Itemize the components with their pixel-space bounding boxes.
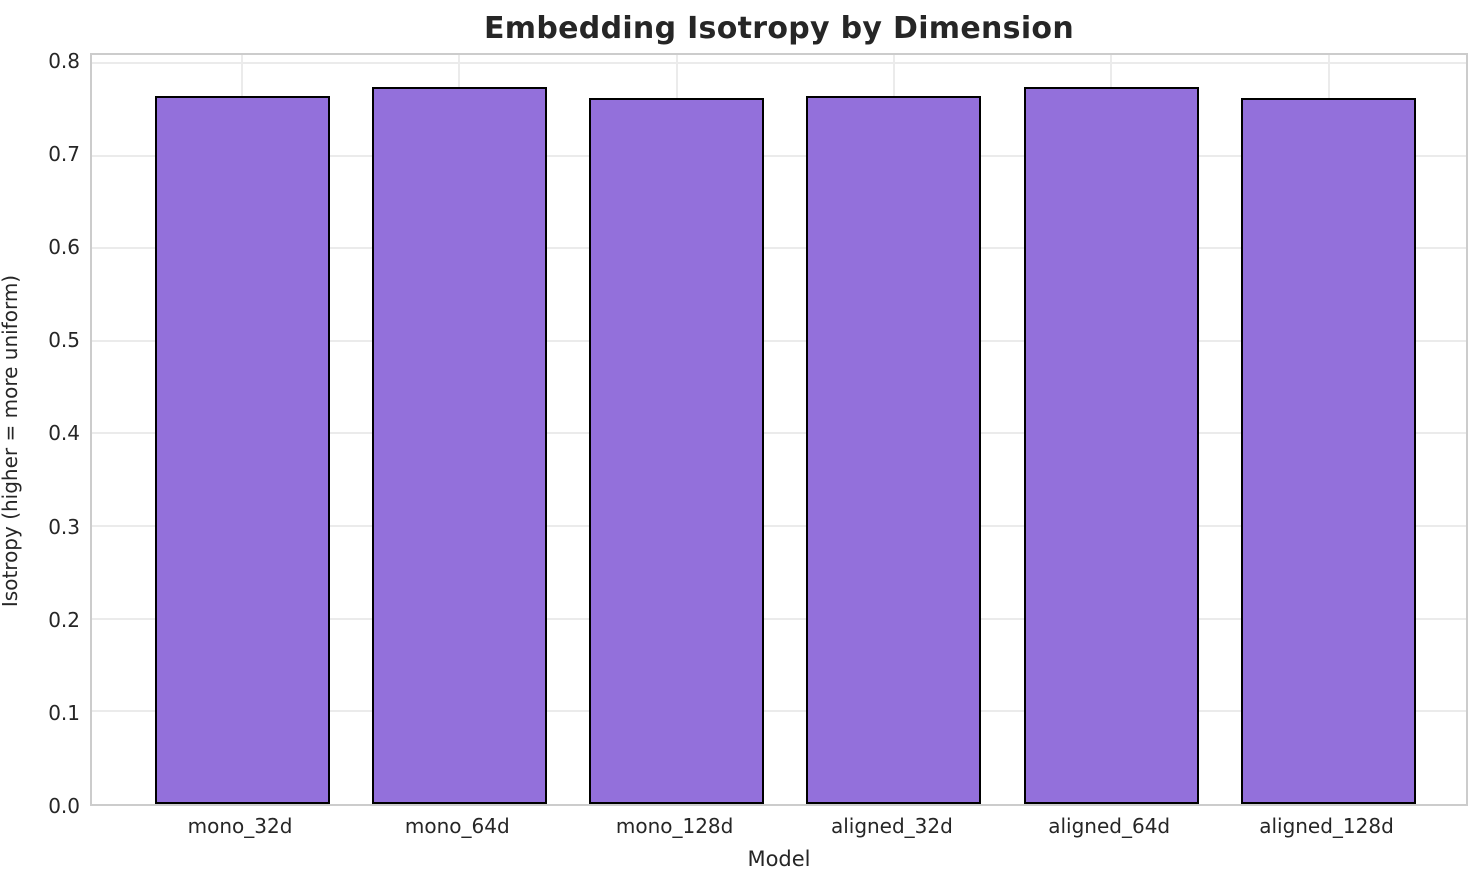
y-tick-label-0.1: 0.1 [48, 700, 80, 725]
gridline-horizontal [92, 525, 1466, 528]
gridline-horizontal [92, 61, 1466, 64]
bar-aligned_64d [1023, 86, 1199, 804]
gridline-horizontal [92, 339, 1466, 342]
gridline-horizontal [92, 617, 1466, 620]
x-tick-label-aligned_64d: aligned_64d [1048, 814, 1171, 838]
x-tick-label-mono_64d: mono_64d [404, 814, 510, 838]
plot-area [90, 53, 1468, 806]
bar-mono_32d [154, 96, 330, 804]
y-tick-label-0.8: 0.8 [48, 48, 80, 73]
x-tick-label-aligned_128d: aligned_128d [1259, 814, 1394, 838]
gridline-horizontal [92, 247, 1466, 250]
x-tick-label-mono_128d: mono_128d [615, 814, 734, 838]
bar-mono_128d [589, 98, 765, 804]
x-axis-label: Model [747, 847, 811, 871]
gridline-horizontal [92, 710, 1466, 713]
y-tick-labels: 0.0 0.1 0.2 0.3 0.4 0.5 0.6 0.7 0.8 [0, 48, 80, 816]
y-tick-label-0.5: 0.5 [48, 328, 80, 353]
y-tick-label-0.0: 0.0 [48, 794, 80, 818]
gridline-horizontal [92, 432, 1466, 435]
bar-aligned_128d [1241, 98, 1416, 804]
bar-aligned_32d [806, 96, 982, 804]
x-tick-label-aligned_32d: aligned_32d [830, 814, 953, 838]
x-tick-label-mono_32d: mono_32d [187, 814, 293, 838]
bar-mono_64d [371, 86, 547, 804]
y-tick-label-0.2: 0.2 [48, 607, 80, 632]
y-tick-label-0.3: 0.3 [48, 514, 80, 539]
y-tick-label-0.4: 0.4 [48, 421, 80, 446]
chart-title: Embedding Isotropy by Dimension [484, 11, 1074, 46]
y-tick-label-0.6: 0.6 [48, 235, 80, 260]
gridline-horizontal [92, 154, 1466, 157]
y-tick-label-0.7: 0.7 [48, 142, 80, 167]
x-tick-labels: mono_32d mono_64d mono_128d aligned_32d alig… [90, 814, 1468, 842]
